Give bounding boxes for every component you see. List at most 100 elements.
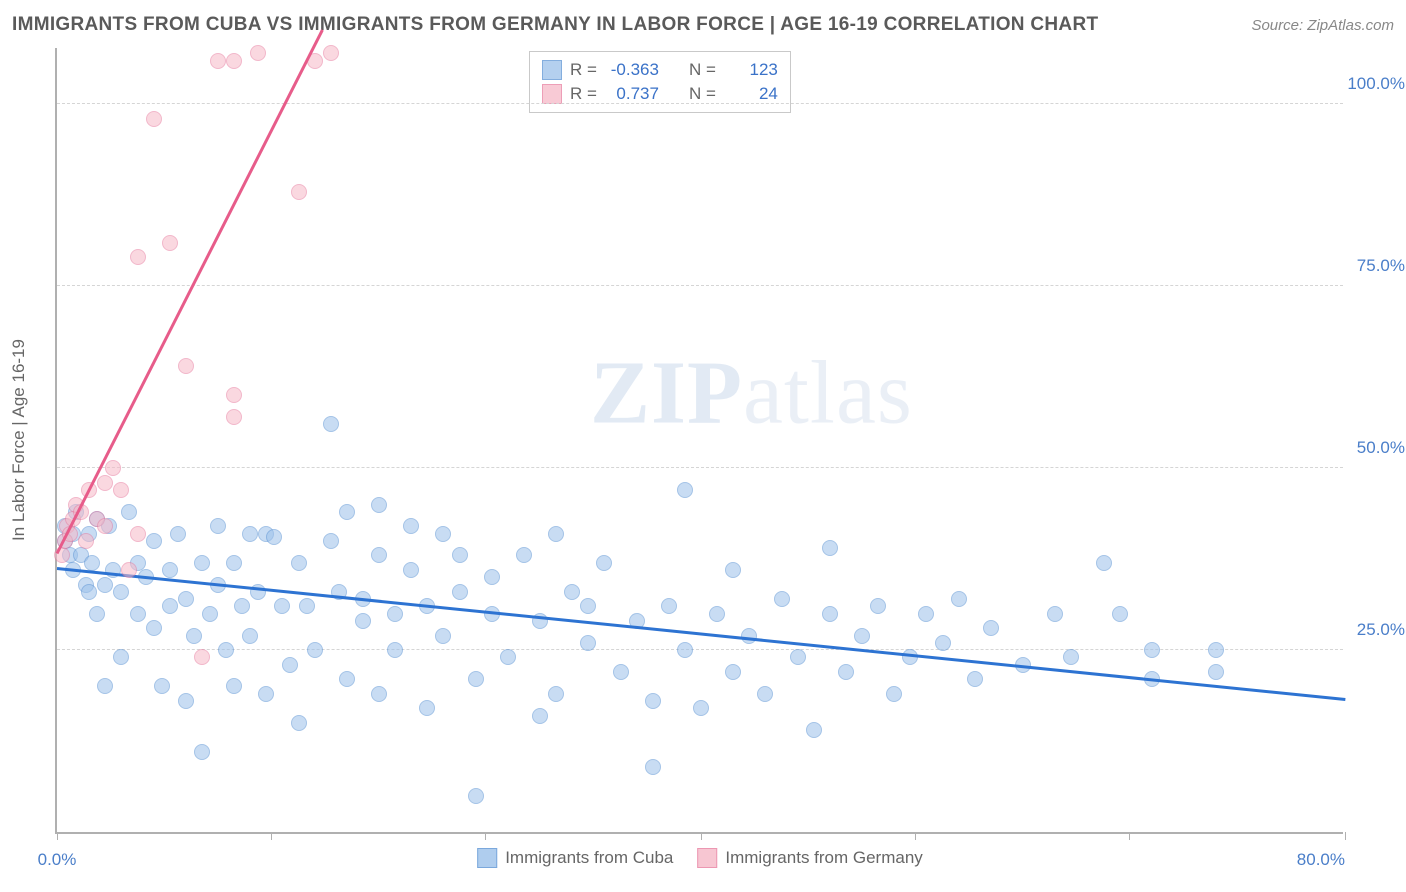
scatter-point-germany [226, 53, 242, 69]
scatter-point-cuba [774, 591, 790, 607]
scatter-point-cuba [121, 504, 137, 520]
scatter-point-germany [113, 482, 129, 498]
scatter-point-cuba [194, 555, 210, 571]
gridline [57, 103, 1343, 104]
scatter-point-cuba [1208, 642, 1224, 658]
scatter-point-cuba [1144, 642, 1160, 658]
scatter-point-cuba [355, 613, 371, 629]
scatter-point-cuba [258, 686, 274, 702]
watermark: ZIPatlas [590, 341, 913, 444]
scatter-point-cuba [806, 722, 822, 738]
scatter-point-cuba [323, 416, 339, 432]
scatter-point-cuba [97, 577, 113, 593]
legend-n-value: 123 [724, 58, 778, 82]
scatter-point-cuba [822, 540, 838, 556]
scatter-point-cuba [291, 555, 307, 571]
scatter-point-cuba [500, 649, 516, 665]
series-legend-label: Immigrants from Germany [725, 848, 922, 868]
scatter-point-cuba [468, 671, 484, 687]
series-legend: Immigrants from Cuba Immigrants from Germ… [477, 848, 923, 868]
scatter-point-germany [323, 45, 339, 61]
scatter-point-cuba [97, 678, 113, 694]
scatter-point-cuba [661, 598, 677, 614]
scatter-point-cuba [242, 628, 258, 644]
scatter-point-cuba [725, 664, 741, 680]
scatter-point-cuba [1047, 606, 1063, 622]
scatter-point-cuba [1096, 555, 1112, 571]
scatter-point-cuba [84, 555, 100, 571]
scatter-point-cuba [484, 569, 500, 585]
scatter-point-cuba [613, 664, 629, 680]
scatter-point-cuba [162, 598, 178, 614]
scatter-point-germany [250, 45, 266, 61]
scatter-point-cuba [299, 598, 315, 614]
series-legend-item-germany: Immigrants from Germany [697, 848, 922, 868]
trendline-germany [56, 29, 324, 554]
scatter-point-cuba [854, 628, 870, 644]
scatter-point-germany [78, 533, 94, 549]
y-tick-label: 50.0% [1357, 438, 1405, 458]
scatter-point-cuba [194, 744, 210, 760]
scatter-point-cuba [266, 529, 282, 545]
scatter-point-cuba [170, 526, 186, 542]
scatter-point-cuba [564, 584, 580, 600]
scatter-point-cuba [339, 504, 355, 520]
legend-n-label: N = [689, 58, 716, 82]
scatter-point-cuba [282, 657, 298, 673]
gridline [57, 285, 1343, 286]
scatter-point-cuba [452, 584, 468, 600]
scatter-plot: ZIPatlas In Labor Force | Age 16-19 R =-… [55, 48, 1343, 834]
scatter-point-cuba [113, 584, 129, 600]
scatter-point-cuba [202, 606, 218, 622]
scatter-point-cuba [162, 562, 178, 578]
scatter-point-cuba [677, 642, 693, 658]
scatter-point-cuba [218, 642, 234, 658]
legend-swatch-icon [477, 848, 497, 868]
scatter-point-cuba [1208, 664, 1224, 680]
scatter-point-cuba [403, 562, 419, 578]
scatter-point-cuba [516, 547, 532, 563]
scatter-point-cuba [186, 628, 202, 644]
scatter-point-cuba [339, 671, 355, 687]
scatter-point-cuba [371, 686, 387, 702]
y-tick-label: 100.0% [1347, 74, 1405, 94]
y-tick-label: 75.0% [1357, 256, 1405, 276]
series-legend-item-cuba: Immigrants from Cuba [477, 848, 673, 868]
scatter-point-germany [97, 475, 113, 491]
scatter-point-cuba [951, 591, 967, 607]
legend-swatch-icon [542, 84, 562, 104]
scatter-point-cuba [645, 759, 661, 775]
legend-swatch-icon [697, 848, 717, 868]
scatter-point-cuba [274, 598, 290, 614]
legend-r-label: R = [570, 58, 597, 82]
scatter-point-germany [121, 562, 137, 578]
scatter-point-cuba [226, 555, 242, 571]
scatter-point-germany [162, 235, 178, 251]
scatter-point-cuba [967, 671, 983, 687]
scatter-point-cuba [307, 642, 323, 658]
scatter-point-germany [130, 249, 146, 265]
source-attribution: Source: ZipAtlas.com [1251, 17, 1394, 34]
scatter-point-germany [146, 111, 162, 127]
scatter-point-cuba [693, 700, 709, 716]
scatter-point-cuba [81, 584, 97, 600]
scatter-point-cuba [886, 686, 902, 702]
gridline [57, 467, 1343, 468]
scatter-point-cuba [178, 693, 194, 709]
scatter-point-cuba [291, 715, 307, 731]
scatter-point-cuba [419, 700, 435, 716]
scatter-point-germany [226, 409, 242, 425]
series-legend-label: Immigrants from Cuba [505, 848, 673, 868]
scatter-point-cuba [709, 606, 725, 622]
scatter-point-cuba [677, 482, 693, 498]
scatter-point-cuba [323, 533, 339, 549]
scatter-point-cuba [178, 591, 194, 607]
x-tick [485, 832, 486, 840]
scatter-point-cuba [387, 606, 403, 622]
scatter-point-cuba [983, 620, 999, 636]
scatter-point-germany [194, 649, 210, 665]
scatter-point-cuba [113, 649, 129, 665]
scatter-point-germany [226, 387, 242, 403]
scatter-point-cuba [548, 686, 564, 702]
scatter-point-cuba [89, 606, 105, 622]
